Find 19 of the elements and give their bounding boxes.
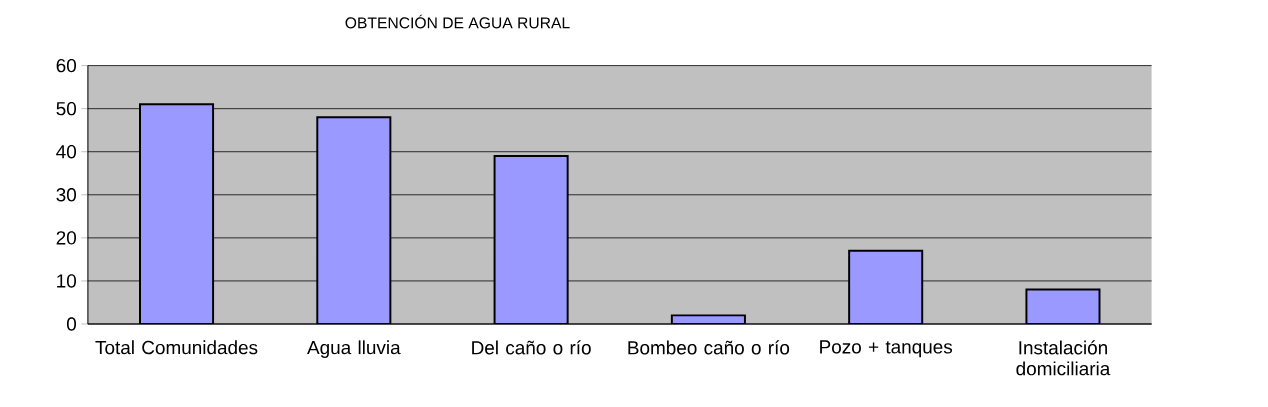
y-tick-label: 50 <box>56 101 77 116</box>
y-tick-label: 30 <box>56 187 77 202</box>
bar <box>493 154 569 324</box>
y-tick-label: 10 <box>57 274 77 288</box>
x-tick-label: Pozo + tanques <box>820 340 953 358</box>
bar <box>316 116 392 324</box>
y-tick-label: 20 <box>56 231 77 245</box>
bar <box>139 103 215 324</box>
y-tick-label: 60 <box>56 58 77 73</box>
y-tick-label: 0 <box>66 317 77 331</box>
x-tick-label: Instalación domiciliaria <box>1016 340 1111 376</box>
x-tick-label: Total Comunidades <box>95 340 258 355</box>
chart-title: OBTENCIÓN DE AGUA RURAL <box>345 14 570 29</box>
y-tick-label: 40 <box>56 144 77 159</box>
x-tick-label: Agua lluvia <box>307 340 401 358</box>
x-tick-label: Del caño o río <box>472 340 591 355</box>
bar <box>1025 288 1101 324</box>
bar <box>848 249 924 324</box>
x-tick-label: Bombeo caño o río <box>628 340 790 355</box>
